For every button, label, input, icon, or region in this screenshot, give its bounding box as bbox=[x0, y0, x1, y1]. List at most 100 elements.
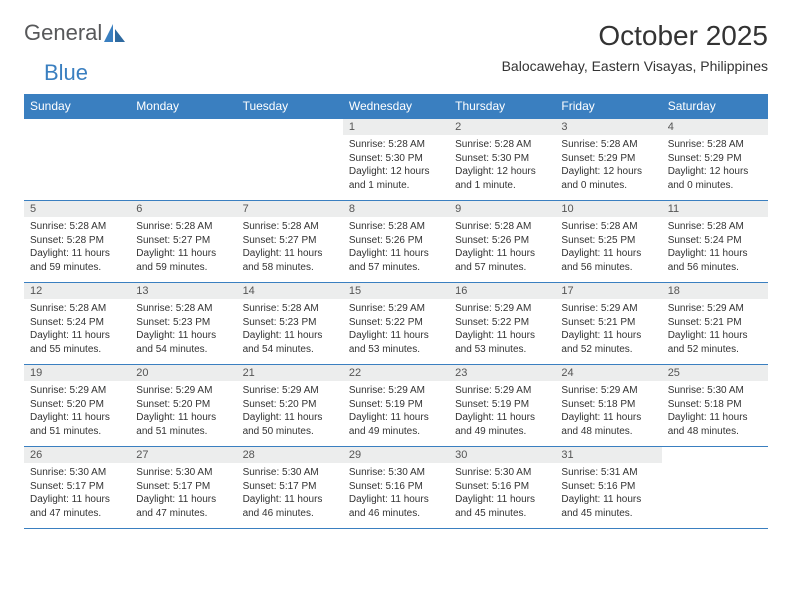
day-content: Sunrise: 5:30 AMSunset: 5:17 PMDaylight:… bbox=[130, 463, 236, 528]
calendar-body: 1Sunrise: 5:28 AMSunset: 5:30 PMDaylight… bbox=[24, 119, 768, 529]
day-info-line: Sunset: 5:19 PM bbox=[455, 398, 549, 412]
day-info-line: Sunset: 5:19 PM bbox=[349, 398, 443, 412]
calendar-week-row: 12Sunrise: 5:28 AMSunset: 5:24 PMDayligh… bbox=[24, 283, 768, 365]
day-info-line: Sunset: 5:24 PM bbox=[30, 316, 124, 330]
day-content: Sunrise: 5:28 AMSunset: 5:29 PMDaylight:… bbox=[662, 135, 768, 200]
day-info-line: Sunrise: 5:30 AM bbox=[349, 466, 443, 480]
day-info-line: Daylight: 11 hours and 53 minutes. bbox=[349, 329, 443, 356]
day-info-line: Sunrise: 5:29 AM bbox=[349, 302, 443, 316]
day-content: Sunrise: 5:29 AMSunset: 5:22 PMDaylight:… bbox=[343, 299, 449, 364]
day-info-line: Sunrise: 5:28 AM bbox=[243, 302, 337, 316]
day-info-line: Daylight: 11 hours and 45 minutes. bbox=[455, 493, 549, 520]
day-info-line: Sunrise: 5:28 AM bbox=[349, 138, 443, 152]
calendar-day-cell: 2Sunrise: 5:28 AMSunset: 5:30 PMDaylight… bbox=[449, 119, 555, 201]
day-info-line: Sunrise: 5:28 AM bbox=[243, 220, 337, 234]
day-number bbox=[662, 447, 768, 465]
day-number: 5 bbox=[24, 201, 130, 217]
day-number: 2 bbox=[449, 119, 555, 135]
day-number: 28 bbox=[237, 447, 343, 463]
weekday-header: Saturday bbox=[662, 94, 768, 119]
day-number bbox=[24, 119, 130, 137]
day-info-line: Daylight: 11 hours and 57 minutes. bbox=[455, 247, 549, 274]
day-content: Sunrise: 5:30 AMSunset: 5:16 PMDaylight:… bbox=[343, 463, 449, 528]
day-content: Sunrise: 5:28 AMSunset: 5:23 PMDaylight:… bbox=[130, 299, 236, 364]
day-info-line: Daylight: 11 hours and 45 minutes. bbox=[561, 493, 655, 520]
day-info-line: Sunset: 5:18 PM bbox=[561, 398, 655, 412]
calendar-day-cell: 21Sunrise: 5:29 AMSunset: 5:20 PMDayligh… bbox=[237, 365, 343, 447]
day-info-line: Daylight: 11 hours and 56 minutes. bbox=[561, 247, 655, 274]
day-info-line: Sunrise: 5:28 AM bbox=[349, 220, 443, 234]
day-info-line: Daylight: 12 hours and 1 minute. bbox=[455, 165, 549, 192]
calendar-day-cell bbox=[24, 119, 130, 201]
day-info-line: Sunset: 5:17 PM bbox=[30, 480, 124, 494]
day-info-line: Sunrise: 5:29 AM bbox=[455, 302, 549, 316]
day-info-line: Sunset: 5:30 PM bbox=[349, 152, 443, 166]
calendar-day-cell: 17Sunrise: 5:29 AMSunset: 5:21 PMDayligh… bbox=[555, 283, 661, 365]
day-number: 7 bbox=[237, 201, 343, 217]
day-info-line: Sunrise: 5:29 AM bbox=[243, 384, 337, 398]
day-content bbox=[662, 465, 768, 528]
day-number: 1 bbox=[343, 119, 449, 135]
weekday-header: Monday bbox=[130, 94, 236, 119]
day-info-line: Daylight: 11 hours and 51 minutes. bbox=[136, 411, 230, 438]
calendar-week-row: 19Sunrise: 5:29 AMSunset: 5:20 PMDayligh… bbox=[24, 365, 768, 447]
calendar-day-cell: 1Sunrise: 5:28 AMSunset: 5:30 PMDaylight… bbox=[343, 119, 449, 201]
day-info-line: Daylight: 11 hours and 58 minutes. bbox=[243, 247, 337, 274]
calendar-day-cell bbox=[130, 119, 236, 201]
calendar-week-row: 26Sunrise: 5:30 AMSunset: 5:17 PMDayligh… bbox=[24, 447, 768, 529]
day-content: Sunrise: 5:29 AMSunset: 5:20 PMDaylight:… bbox=[24, 381, 130, 446]
day-info-line: Sunset: 5:16 PM bbox=[561, 480, 655, 494]
day-info-line: Daylight: 11 hours and 48 minutes. bbox=[668, 411, 762, 438]
logo-sail-icon bbox=[104, 24, 126, 42]
calendar-day-cell: 28Sunrise: 5:30 AMSunset: 5:17 PMDayligh… bbox=[237, 447, 343, 529]
day-info-line: Daylight: 11 hours and 46 minutes. bbox=[243, 493, 337, 520]
calendar-day-cell: 19Sunrise: 5:29 AMSunset: 5:20 PMDayligh… bbox=[24, 365, 130, 447]
day-info-line: Sunset: 5:28 PM bbox=[30, 234, 124, 248]
day-content bbox=[24, 137, 130, 200]
day-content: Sunrise: 5:29 AMSunset: 5:22 PMDaylight:… bbox=[449, 299, 555, 364]
calendar-day-cell bbox=[237, 119, 343, 201]
day-info-line: Sunset: 5:22 PM bbox=[349, 316, 443, 330]
day-content: Sunrise: 5:30 AMSunset: 5:17 PMDaylight:… bbox=[24, 463, 130, 528]
day-number: 31 bbox=[555, 447, 661, 463]
day-number: 15 bbox=[343, 283, 449, 299]
day-info-line: Sunrise: 5:29 AM bbox=[349, 384, 443, 398]
day-number bbox=[130, 119, 236, 137]
weekday-header: Wednesday bbox=[343, 94, 449, 119]
logo-text-blue: Blue bbox=[44, 60, 88, 86]
day-content: Sunrise: 5:28 AMSunset: 5:27 PMDaylight:… bbox=[237, 217, 343, 282]
day-info-line: Daylight: 11 hours and 54 minutes. bbox=[243, 329, 337, 356]
day-info-line: Daylight: 11 hours and 59 minutes. bbox=[30, 247, 124, 274]
day-info-line: Daylight: 11 hours and 47 minutes. bbox=[30, 493, 124, 520]
day-number: 13 bbox=[130, 283, 236, 299]
day-number: 20 bbox=[130, 365, 236, 381]
day-number: 17 bbox=[555, 283, 661, 299]
day-info-line: Sunrise: 5:30 AM bbox=[136, 466, 230, 480]
day-content: Sunrise: 5:29 AMSunset: 5:20 PMDaylight:… bbox=[237, 381, 343, 446]
weekday-header: Sunday bbox=[24, 94, 130, 119]
day-content: Sunrise: 5:31 AMSunset: 5:16 PMDaylight:… bbox=[555, 463, 661, 528]
calendar-page: General October 2025 Balocawehay, Easter… bbox=[0, 0, 792, 549]
calendar-day-cell: 5Sunrise: 5:28 AMSunset: 5:28 PMDaylight… bbox=[24, 201, 130, 283]
day-info-line: Daylight: 12 hours and 0 minutes. bbox=[561, 165, 655, 192]
day-info-line: Sunrise: 5:28 AM bbox=[136, 220, 230, 234]
day-number: 8 bbox=[343, 201, 449, 217]
day-info-line: Sunrise: 5:28 AM bbox=[561, 138, 655, 152]
weekday-header-row: Sunday Monday Tuesday Wednesday Thursday… bbox=[24, 94, 768, 119]
day-number: 16 bbox=[449, 283, 555, 299]
day-info-line: Sunrise: 5:30 AM bbox=[30, 466, 124, 480]
day-info-line: Sunrise: 5:29 AM bbox=[30, 384, 124, 398]
calendar-week-row: 5Sunrise: 5:28 AMSunset: 5:28 PMDaylight… bbox=[24, 201, 768, 283]
day-info-line: Sunset: 5:26 PM bbox=[349, 234, 443, 248]
day-number: 29 bbox=[343, 447, 449, 463]
calendar-table: Sunday Monday Tuesday Wednesday Thursday… bbox=[24, 94, 768, 529]
calendar-day-cell: 30Sunrise: 5:30 AMSunset: 5:16 PMDayligh… bbox=[449, 447, 555, 529]
day-info-line: Daylight: 11 hours and 50 minutes. bbox=[243, 411, 337, 438]
day-info-line: Sunset: 5:20 PM bbox=[136, 398, 230, 412]
day-number: 30 bbox=[449, 447, 555, 463]
day-content: Sunrise: 5:29 AMSunset: 5:19 PMDaylight:… bbox=[343, 381, 449, 446]
day-info-line: Daylight: 11 hours and 55 minutes. bbox=[30, 329, 124, 356]
day-info-line: Daylight: 11 hours and 49 minutes. bbox=[455, 411, 549, 438]
day-info-line: Sunrise: 5:28 AM bbox=[455, 220, 549, 234]
day-info-line: Daylight: 11 hours and 51 minutes. bbox=[30, 411, 124, 438]
